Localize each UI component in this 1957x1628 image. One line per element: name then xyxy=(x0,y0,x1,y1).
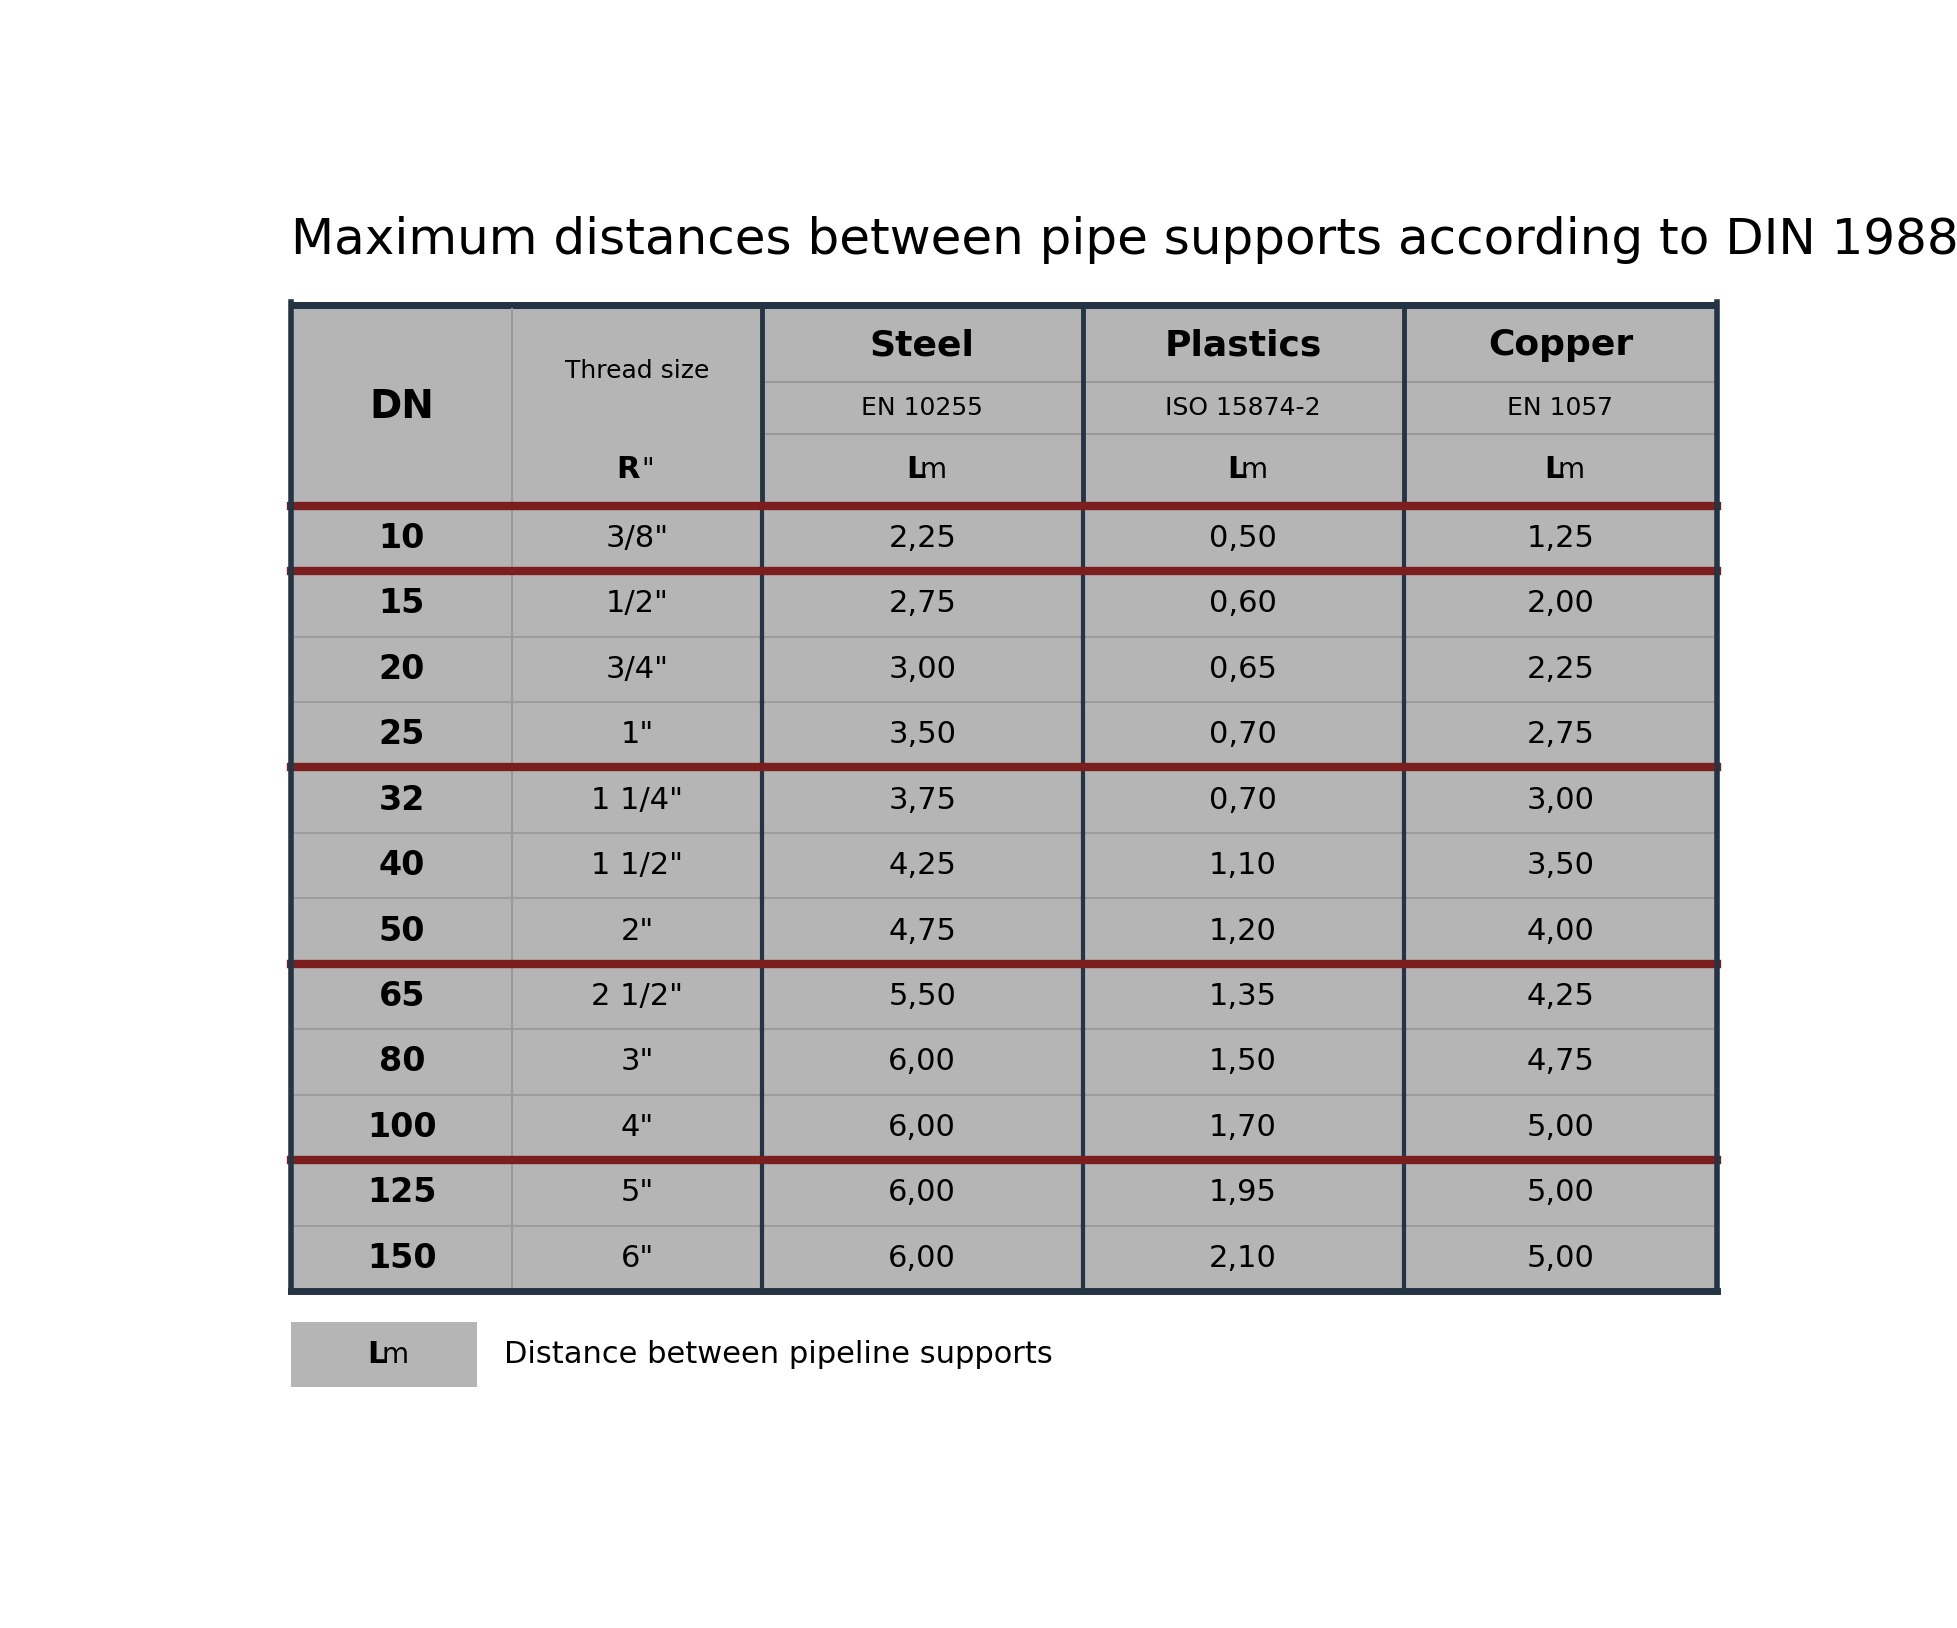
Text: 2,00: 2,00 xyxy=(1526,589,1593,619)
Text: 5,00: 5,00 xyxy=(1526,1244,1593,1273)
Bar xyxy=(292,637,1716,702)
Text: 5,50: 5,50 xyxy=(888,982,955,1011)
Text: 1/2": 1/2" xyxy=(605,589,667,619)
Text: 2,25: 2,25 xyxy=(1526,654,1593,684)
Text: L: L xyxy=(1544,456,1564,485)
Bar xyxy=(292,1226,1716,1291)
Text: ISO 15874-2: ISO 15874-2 xyxy=(1164,396,1321,420)
Text: 6,00: 6,00 xyxy=(888,1244,955,1273)
Text: Distance between pipeline supports: Distance between pipeline supports xyxy=(505,1340,1053,1369)
Text: 3,00: 3,00 xyxy=(1526,786,1593,814)
Bar xyxy=(292,571,1716,637)
Text: 3": 3" xyxy=(620,1047,654,1076)
Text: m: m xyxy=(382,1340,409,1369)
Text: 25: 25 xyxy=(378,718,425,751)
Text: 4,25: 4,25 xyxy=(1526,982,1593,1011)
Text: 2,25: 2,25 xyxy=(888,524,955,554)
Text: ": " xyxy=(642,456,654,484)
Text: m: m xyxy=(920,456,945,484)
Text: EN 10255: EN 10255 xyxy=(861,396,982,420)
Bar xyxy=(292,1094,1716,1161)
Text: Maximum distances between pipe supports according to DIN 1988-2: Maximum distances between pipe supports … xyxy=(292,217,1957,264)
Text: 4,00: 4,00 xyxy=(1526,917,1593,946)
Text: 10: 10 xyxy=(378,523,425,555)
Text: 4": 4" xyxy=(620,1114,654,1141)
Text: 2,75: 2,75 xyxy=(888,589,955,619)
Text: 3/8": 3/8" xyxy=(605,524,667,554)
Text: 1 1/2": 1 1/2" xyxy=(591,851,683,881)
Text: 4,25: 4,25 xyxy=(888,851,955,881)
Text: 3,50: 3,50 xyxy=(888,720,955,749)
Bar xyxy=(292,964,1716,1029)
Text: 65: 65 xyxy=(378,980,425,1013)
Text: 1,35: 1,35 xyxy=(1209,982,1276,1011)
Text: R: R xyxy=(616,456,640,485)
Text: 3,75: 3,75 xyxy=(888,786,955,814)
Text: 3/4": 3/4" xyxy=(605,654,667,684)
Text: 150: 150 xyxy=(366,1242,436,1275)
Text: 1 1/4": 1 1/4" xyxy=(591,786,683,814)
Bar xyxy=(292,767,1716,834)
Text: EN 1057: EN 1057 xyxy=(1507,396,1613,420)
Bar xyxy=(292,834,1716,899)
Text: m: m xyxy=(1558,456,1583,484)
Text: 4,75: 4,75 xyxy=(1526,1047,1593,1076)
Text: 1,95: 1,95 xyxy=(1209,1179,1276,1208)
Text: 1": 1" xyxy=(620,720,654,749)
Bar xyxy=(292,1161,1716,1226)
Text: 2 1/2": 2 1/2" xyxy=(591,982,683,1011)
Text: Thread size: Thread size xyxy=(564,360,708,383)
Text: L: L xyxy=(906,456,926,485)
Bar xyxy=(292,309,1716,506)
Text: 4,75: 4,75 xyxy=(888,917,955,946)
Text: 2": 2" xyxy=(620,917,654,946)
Bar xyxy=(292,1322,478,1387)
Text: 3,50: 3,50 xyxy=(1526,851,1593,881)
Text: 1,25: 1,25 xyxy=(1526,524,1593,554)
Text: 6,00: 6,00 xyxy=(888,1047,955,1076)
Text: 1,10: 1,10 xyxy=(1209,851,1276,881)
Text: 6,00: 6,00 xyxy=(888,1179,955,1208)
Bar xyxy=(292,702,1716,767)
Text: 5,00: 5,00 xyxy=(1526,1179,1593,1208)
Text: 1,50: 1,50 xyxy=(1209,1047,1276,1076)
Text: 0,70: 0,70 xyxy=(1209,720,1276,749)
Text: 6": 6" xyxy=(620,1244,654,1273)
Text: L: L xyxy=(366,1340,386,1369)
Text: 0,70: 0,70 xyxy=(1209,786,1276,814)
Text: DN: DN xyxy=(370,387,434,427)
Text: m: m xyxy=(1239,456,1266,484)
Text: 6,00: 6,00 xyxy=(888,1114,955,1141)
Text: Plastics: Plastics xyxy=(1164,329,1321,361)
Text: 15: 15 xyxy=(378,588,425,620)
Text: 5": 5" xyxy=(620,1179,654,1208)
Bar xyxy=(292,899,1716,964)
Text: L: L xyxy=(1227,456,1247,485)
Text: 40: 40 xyxy=(378,850,425,882)
Text: 32: 32 xyxy=(378,783,425,817)
Text: 2,10: 2,10 xyxy=(1209,1244,1276,1273)
Text: Copper: Copper xyxy=(1487,329,1632,361)
Text: 50: 50 xyxy=(378,915,425,947)
Text: Steel: Steel xyxy=(869,329,975,361)
Bar xyxy=(292,506,1716,571)
Text: 100: 100 xyxy=(366,1110,436,1144)
Text: 125: 125 xyxy=(366,1177,436,1210)
Bar xyxy=(292,1029,1716,1094)
Text: 2,75: 2,75 xyxy=(1526,720,1593,749)
Text: 3,00: 3,00 xyxy=(888,654,955,684)
Text: 20: 20 xyxy=(378,653,425,685)
Text: 1,70: 1,70 xyxy=(1209,1114,1276,1141)
Text: 5,00: 5,00 xyxy=(1526,1114,1593,1141)
Text: 0,65: 0,65 xyxy=(1209,654,1276,684)
Bar xyxy=(292,301,1716,309)
Text: 0,60: 0,60 xyxy=(1209,589,1276,619)
Text: 1,20: 1,20 xyxy=(1209,917,1276,946)
Text: 80: 80 xyxy=(378,1045,425,1078)
Text: 0,50: 0,50 xyxy=(1209,524,1276,554)
